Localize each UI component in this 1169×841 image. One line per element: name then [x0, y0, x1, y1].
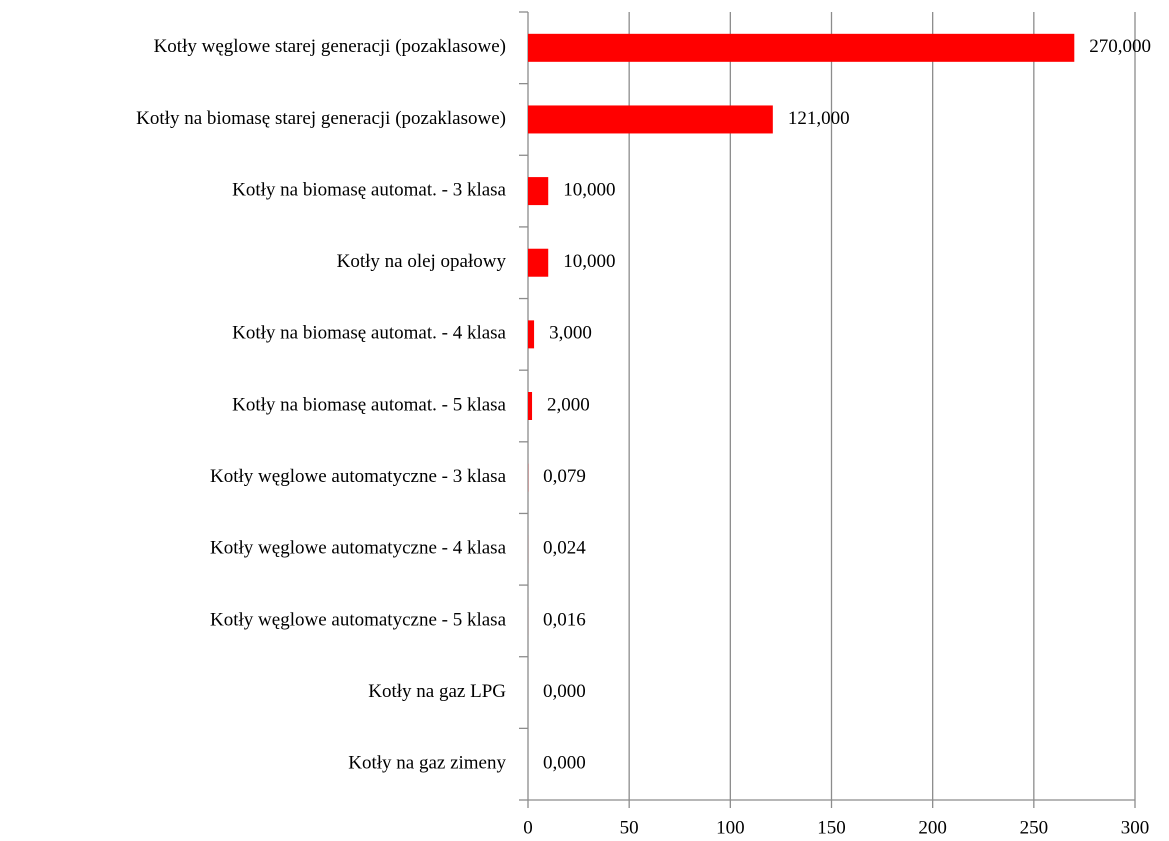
y-tick-label: Kotły na olej opałowy	[337, 251, 507, 272]
x-tick-label: 300	[1121, 817, 1150, 838]
bar	[528, 105, 773, 134]
y-tick-label: Kotły na biomasę automat. - 5 klasa	[232, 394, 506, 415]
y-tick-label: Kotły na gaz LPG	[368, 681, 506, 702]
data-label: 10,000	[563, 251, 615, 272]
y-tick-label: Kotły węglowe automatyczne - 5 klasa	[210, 609, 507, 630]
data-label: 0,000	[543, 681, 586, 702]
data-label: 10,000	[563, 179, 615, 200]
y-tick-label: Kotły na biomasę automat. - 3 klasa	[232, 179, 506, 200]
bar	[528, 392, 533, 420]
x-tick-label: 100	[716, 817, 745, 838]
data-label: 0,079	[543, 466, 586, 487]
y-tick-label: Kotły węglowe starej generacji (pozaklas…	[154, 36, 506, 57]
bar	[528, 33, 1075, 62]
data-label: 0,000	[543, 753, 586, 774]
bar	[528, 248, 549, 277]
data-label: 0,016	[543, 609, 586, 630]
data-label: 2,000	[547, 394, 590, 415]
x-tick-label: 0	[523, 817, 533, 838]
y-tick-label: Kotły węglowe automatyczne - 3 klasa	[210, 466, 507, 487]
y-tick-label: Kotły na biomasę starej generacji (pozak…	[136, 108, 506, 129]
bar	[528, 177, 549, 206]
bar	[528, 320, 535, 349]
x-tick-label: 200	[918, 817, 947, 838]
data-label: 0,024	[543, 538, 586, 559]
data-label: 3,000	[549, 323, 592, 344]
data-label: 270,000	[1089, 36, 1151, 57]
x-tick-label: 250	[1020, 817, 1049, 838]
x-tick-label: 50	[620, 817, 639, 838]
y-tick-label: Kotły na gaz zimeny	[348, 753, 506, 774]
x-tick-label: 150	[817, 817, 846, 838]
y-tick-label: Kotły węglowe automatyczne - 4 klasa	[210, 538, 507, 559]
data-label: 121,000	[788, 108, 850, 129]
y-tick-label: Kotły na biomasę automat. - 4 klasa	[232, 323, 506, 344]
